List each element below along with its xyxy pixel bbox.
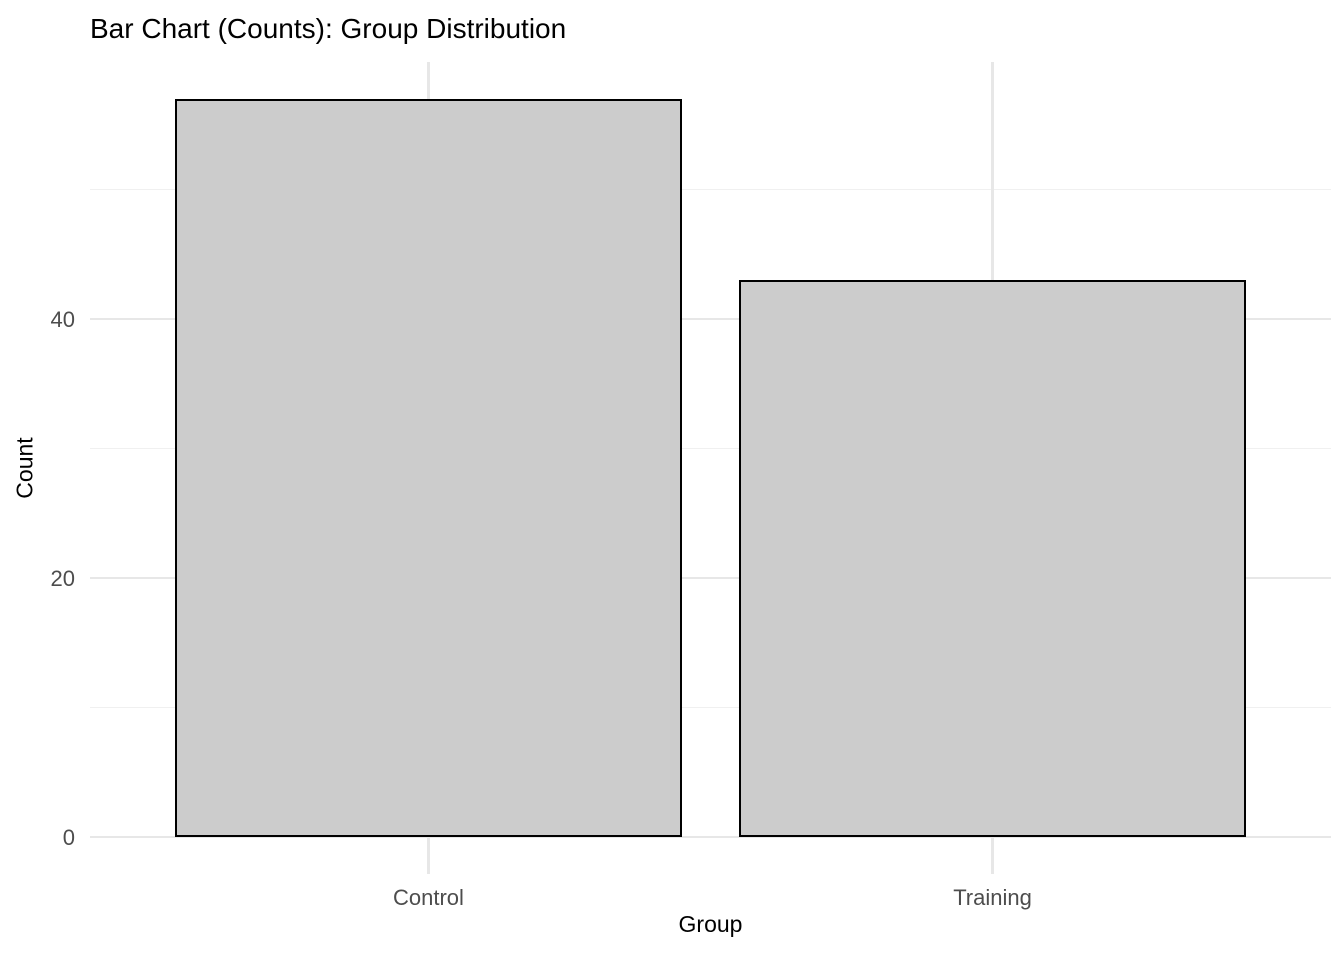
y-axis-title: Count xyxy=(11,437,38,499)
y-tick-label: 20 xyxy=(50,566,75,592)
x-tick-label: Control xyxy=(392,885,464,910)
gridline-minor-horizontal xyxy=(90,447,1331,450)
y-tick-label: 40 xyxy=(50,307,75,333)
x-axis-title: Group xyxy=(678,911,743,937)
bar-training xyxy=(738,280,1247,838)
gridline-minor-horizontal xyxy=(90,188,1331,191)
gridline-major-horizontal xyxy=(90,576,1331,580)
gridline-major-horizontal xyxy=(90,835,1331,839)
plot-panel xyxy=(90,62,1331,874)
y-tick-label: 0 xyxy=(62,825,75,851)
gridline-major-horizontal xyxy=(90,317,1331,321)
bar-control xyxy=(174,98,683,838)
chart-title: Bar Chart (Counts): Group Distribution xyxy=(90,13,567,44)
gridline-minor-horizontal xyxy=(90,706,1331,709)
x-tick-label: Training xyxy=(953,885,1032,910)
